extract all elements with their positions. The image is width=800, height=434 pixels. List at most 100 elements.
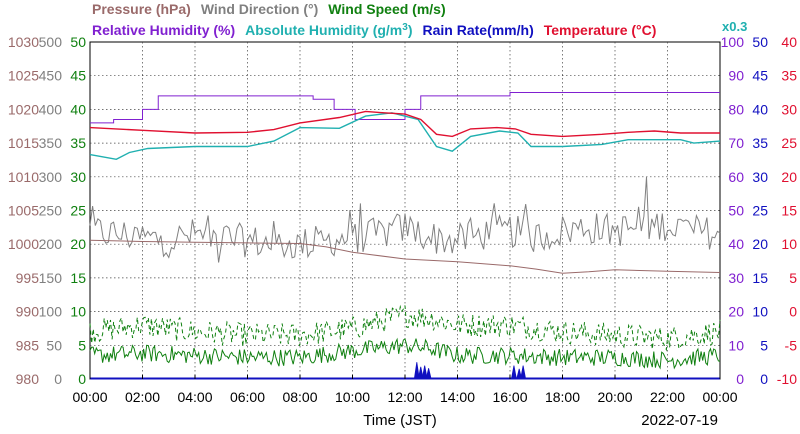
relative-humidity-line [90,92,720,124]
x-axis-tick-label: 10:00 [335,389,370,405]
rain-rate-tick-label: 10 [752,304,768,320]
wind-speed-m-s-gust-line [89,304,721,352]
rain-rate-tick-label: 20 [752,236,768,252]
x-axis-tick-label: 22:00 [650,389,685,405]
x-axis-tick-label: 04:00 [177,389,212,405]
wind-direction-tick-label: 350 [39,135,63,151]
rain-rate-tick-label: 50 [752,34,768,50]
wind-direction-tick-label: 500 [39,34,63,50]
temperature-tick-label: 10 [781,236,797,252]
wind-direction-tick-label: 300 [39,169,63,185]
wind-speed-tick-label: 45 [70,68,86,84]
x-axis-title: Time (JST) [363,412,437,429]
x-axis-tick-label: 06:00 [230,389,265,405]
relative-humidity-tick-label: 20 [728,304,744,320]
absolute-humidity-scale-note: x0.3 [722,19,747,34]
wind-speed-tick-label: 35 [70,135,86,151]
pressure-tick-label: 1000 [8,236,39,252]
wind-speed-tick-label: 40 [70,101,86,117]
wind-speed-tick-label: 50 [70,34,86,50]
x-axis-tick-label: 20:00 [597,389,632,405]
wind-speed-tick-label: 15 [70,270,86,286]
rain-rate-tick-label: 25 [752,203,768,219]
relative-humidity-tick-label: 90 [728,68,744,84]
wind-speed-tick-label: 0 [78,371,86,387]
rain-rate-tick-label: 5 [760,337,768,353]
relative-humidity-tick-label: 50 [728,203,744,219]
pressure-tick-label: 980 [16,371,40,387]
wind-direction-tick-label: 150 [39,270,63,286]
wind-direction-line [89,176,721,263]
wind-speed-tick-label: 30 [70,169,86,185]
x-axis-tick-label: 18:00 [545,389,580,405]
wind-direction-tick-label: 250 [39,203,63,219]
pressure-tick-label: 1010 [8,169,39,185]
wind-direction-tick-label: 0 [54,371,62,387]
rain-rate-tick-label: 0 [760,371,768,387]
rain-rate-tick-label: 30 [752,169,768,185]
legend-entry: Relative Humidity (%) [92,22,235,38]
wind-direction-tick-label: 100 [39,304,63,320]
pressure-tick-label: 995 [16,270,40,286]
relative-humidity-tick-label: 10 [728,337,744,353]
relative-humidity-tick-label: 80 [728,101,744,117]
rain-rate-tick-label: 45 [752,68,768,84]
wind-speed-tick-label: 10 [70,304,86,320]
relative-humidity-tick-label: 100 [721,34,745,50]
pressure-tick-label: 1015 [8,135,39,151]
x-axis-tick-label: 00:00 [72,389,107,405]
pressure-hpa-line [89,239,721,274]
relative-humidity-tick-label: 70 [728,135,744,151]
temperature-tick-label: 30 [781,101,797,117]
x-axis-tick-label: 00:00 [702,389,737,405]
rain-rate-tick-label: 35 [752,135,768,151]
wind-speed-tick-label: 25 [70,203,86,219]
temperature-tick-label: 15 [781,203,797,219]
rain-rate-tick-label: 15 [752,270,768,286]
x-axis-tick-label: 16:00 [492,389,527,405]
temperature-tick-label: 0 [789,304,797,320]
relative-humidity-tick-label: 30 [728,270,744,286]
wind-speed-tick-label: 5 [78,337,86,353]
legend-entry: Wind Speed (m/s) [328,1,445,17]
x-axis-tick-label: 02:00 [125,389,160,405]
relative-humidity-tick-label: 60 [728,169,744,185]
x-axis: 00:00 02:00 04:00 06:00 08:00 10:00 12:00 14:00… [72,375,738,405]
wind-direction-tick-label: 50 [46,337,62,353]
temperature-tick-label: 5 [789,270,797,286]
left-axes: 1030102510201015101010051000995990985980… [8,34,86,387]
relative-humidity-tick-label: 0 [736,371,744,387]
temperature-tick-label: -5 [785,337,798,353]
pressure-tick-label: 1025 [8,68,39,84]
legend-entry: Temperature (°C) [544,22,657,38]
rain-rate-tick-label: 40 [752,101,768,117]
wind-speed-m-s-mean-line [89,337,721,370]
temperature-c-line [89,110,720,138]
x-axis-tick-label: 12:00 [387,389,422,405]
pressure-tick-label: 990 [16,304,40,320]
wind-speed-tick-label: 20 [70,236,86,252]
wind-direction-tick-label: 200 [39,236,63,252]
right-axes: 1009080706050403020100504540353025201510… [721,34,798,387]
wind-direction-tick-label: 400 [39,101,63,117]
temperature-tick-label: 40 [781,34,797,50]
temperature-tick-label: -10 [777,371,797,387]
pressure-tick-label: 1005 [8,203,39,219]
temperature-tick-label: 20 [781,169,797,185]
relative-humidity-tick-label: 40 [728,236,744,252]
legend-entry: Pressure (hPa) [92,1,191,17]
absolute-humidity-x0-3-line [89,112,721,161]
legend-entry: Wind Direction (°) [201,1,318,17]
pressure-tick-label: 1020 [8,101,39,117]
pressure-tick-label: 985 [16,337,40,353]
wind-direction-tick-label: 450 [39,68,63,84]
legend-entry: Absolute Humidity (g/m3) [245,22,412,38]
legend-entry: Rain Rate(mm/h) [423,22,534,38]
chart-date: 2022-07-19 [641,412,718,429]
pressure-tick-label: 1030 [8,34,39,50]
temperature-tick-label: 35 [781,68,797,84]
legend: Pressure (hPa) Wind Direction (°) Wind Spe… [92,1,747,38]
x-axis-tick-label: 14:00 [440,389,475,405]
x-axis-tick-label: 08:00 [282,389,317,405]
